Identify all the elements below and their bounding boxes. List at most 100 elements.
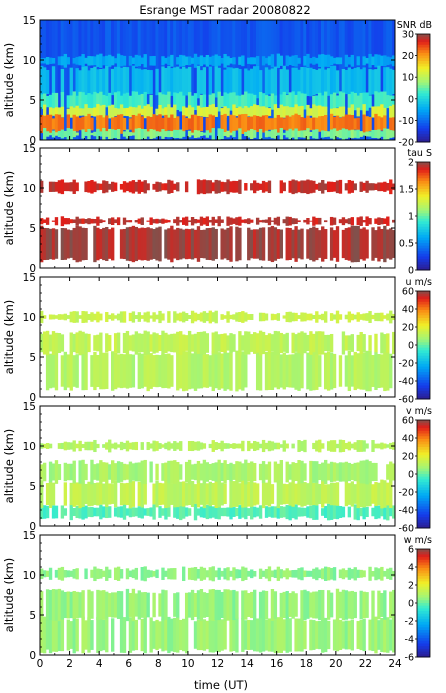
data-cell — [386, 351, 390, 391]
data-cell — [190, 567, 195, 581]
data-cell — [184, 56, 189, 66]
data-cell — [309, 131, 313, 137]
data-cell — [300, 441, 304, 451]
data-cell — [235, 591, 239, 619]
data-cell — [318, 463, 322, 481]
data-cell — [264, 67, 269, 97]
data-cell — [63, 462, 68, 482]
data-cell — [282, 132, 286, 136]
data-cell — [149, 94, 153, 109]
data-cell — [350, 225, 354, 263]
data-cell — [279, 506, 283, 518]
data-cell — [368, 566, 372, 581]
data-cell — [105, 181, 109, 193]
data-cell — [111, 443, 115, 449]
colorbar-swatch — [417, 261, 430, 266]
data-cell — [113, 352, 118, 390]
data-cell — [81, 108, 85, 116]
data-cell — [66, 108, 70, 116]
data-cell — [102, 68, 106, 96]
data-cell — [324, 220, 328, 223]
data-cell — [326, 54, 331, 67]
data-cell — [99, 590, 103, 620]
data-cell — [238, 461, 242, 483]
data-cell — [105, 226, 109, 262]
data-cell — [57, 180, 62, 194]
data-cell — [202, 354, 207, 388]
data-cell — [134, 567, 139, 580]
data-cell — [202, 506, 207, 518]
data-cell — [312, 314, 316, 320]
data-cell — [96, 354, 100, 388]
data-cell — [303, 312, 307, 322]
data-cell — [193, 567, 198, 581]
data-cell — [270, 118, 275, 130]
data-cell — [261, 227, 266, 261]
data-cell — [247, 70, 251, 94]
x-tick-label: 16 — [270, 658, 284, 670]
data-cell — [128, 479, 133, 509]
data-cell — [315, 331, 319, 355]
data-cell — [161, 129, 165, 139]
data-cell — [253, 130, 257, 138]
data-cell — [113, 219, 118, 224]
data-cell — [247, 570, 251, 577]
colorbar-label: SNR dB — [397, 20, 432, 31]
colorbar-tick-label: -4 — [405, 635, 414, 646]
data-cell — [179, 441, 183, 451]
data-cell — [232, 443, 236, 449]
data-cell — [182, 481, 186, 507]
data-cell — [338, 355, 343, 387]
data-cell — [312, 104, 316, 120]
data-cell — [199, 353, 204, 389]
data-cell — [315, 591, 319, 619]
colorbar-swatch — [417, 77, 430, 81]
data-cell — [184, 461, 189, 483]
data-cell — [161, 183, 165, 191]
data-cell — [341, 217, 346, 226]
data-cell — [267, 618, 272, 652]
data-cell — [149, 315, 153, 319]
data-cell — [241, 108, 245, 116]
x-axis-title: time (UT) — [194, 678, 248, 692]
y-tick-label: 0 — [29, 521, 36, 533]
data-cell — [93, 131, 97, 137]
data-cell — [232, 567, 236, 581]
data-cell — [149, 461, 153, 483]
data-cell — [196, 219, 201, 223]
data-cell — [223, 182, 227, 192]
data-cell — [170, 483, 174, 505]
data-cell — [232, 507, 236, 517]
data-cell — [173, 92, 177, 111]
data-cell — [297, 181, 301, 193]
data-cell — [294, 128, 298, 140]
data-cell — [40, 180, 44, 193]
data-cell — [96, 115, 100, 133]
data-cell — [318, 331, 322, 355]
data-cell — [383, 315, 387, 319]
data-cell — [69, 230, 73, 258]
data-cell — [69, 106, 73, 118]
data-cell — [309, 505, 313, 519]
data-cell — [60, 179, 65, 195]
data-cell — [187, 508, 192, 516]
data-cell — [202, 217, 207, 225]
data-cell — [344, 114, 349, 134]
data-cell — [368, 619, 372, 651]
data-cell — [229, 480, 233, 508]
data-cell — [279, 460, 283, 484]
colorbar-swatch — [417, 498, 430, 502]
data-cell — [350, 217, 354, 226]
data-cell — [119, 591, 124, 619]
data-cell — [338, 569, 343, 579]
data-cell — [250, 334, 254, 352]
data-cell — [116, 444, 121, 448]
data-cell — [306, 483, 310, 505]
data-cell — [386, 182, 390, 191]
data-cell — [122, 504, 127, 520]
data-cell — [72, 591, 76, 619]
data-cell — [332, 567, 337, 581]
data-cell — [99, 618, 103, 652]
data-cell — [140, 181, 144, 193]
data-cell — [389, 591, 393, 619]
